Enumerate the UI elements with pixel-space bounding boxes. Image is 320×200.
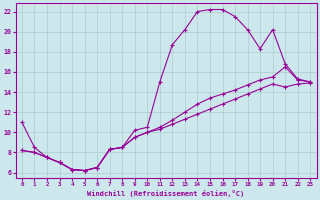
X-axis label: Windchill (Refroidissement éolien,°C): Windchill (Refroidissement éolien,°C)	[87, 190, 245, 197]
